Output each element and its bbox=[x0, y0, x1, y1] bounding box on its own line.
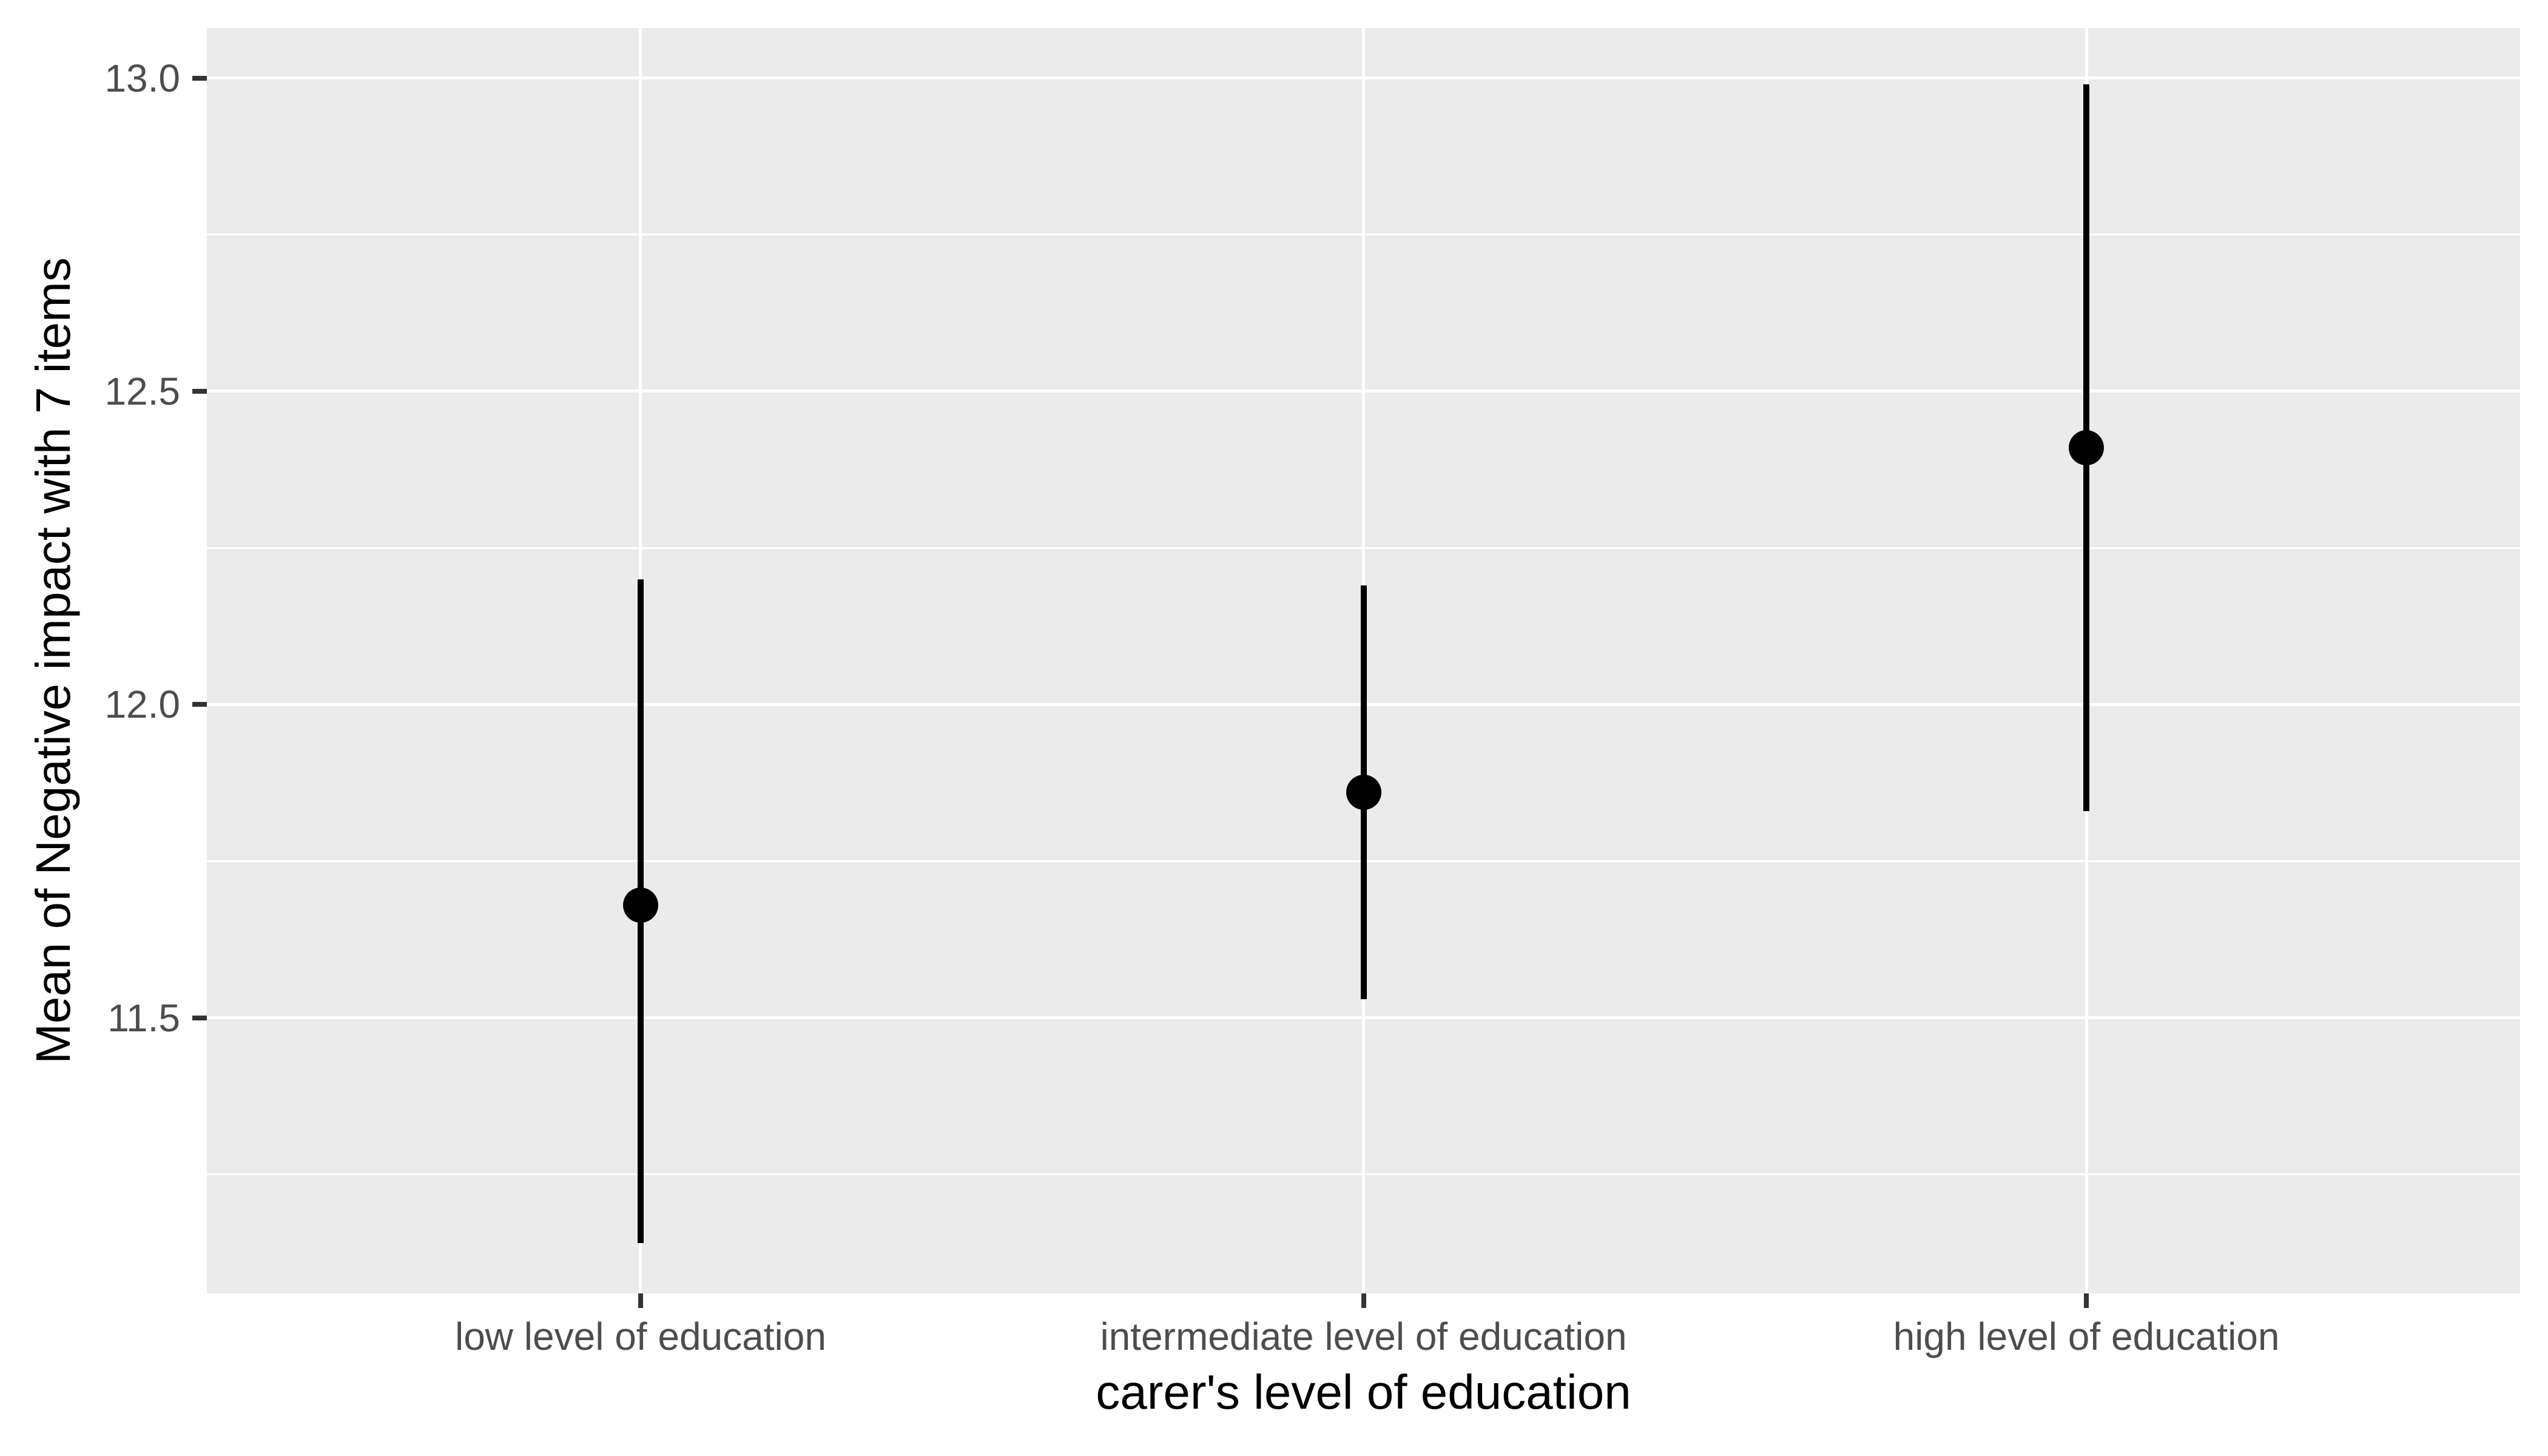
y-axis-tick bbox=[192, 702, 207, 707]
x-axis-title: carer's level of education bbox=[1096, 1365, 1631, 1419]
x-axis-tick bbox=[2084, 1293, 2089, 1308]
y-tick-label: 13.0 bbox=[104, 56, 180, 100]
x-tick-label: high level of education bbox=[1893, 1315, 2280, 1358]
x-axis-tick bbox=[638, 1293, 643, 1308]
mean-point bbox=[2069, 430, 2105, 465]
x-axis-tick bbox=[1361, 1293, 1366, 1308]
mean-point bbox=[1346, 774, 1381, 810]
y-axis-tick bbox=[192, 388, 207, 394]
y-axis-tick bbox=[192, 1015, 207, 1020]
y-tick-label: 11.5 bbox=[107, 996, 180, 1040]
x-tick-label: intermediate level of education bbox=[1100, 1315, 1627, 1358]
x-tick-label: low level of education bbox=[454, 1315, 826, 1358]
y-axis-title: Mean of Negative impact with 7 items bbox=[26, 257, 80, 1064]
mean-point bbox=[622, 887, 658, 923]
y-tick-label: 12.0 bbox=[104, 682, 180, 727]
y-axis-tick bbox=[192, 75, 207, 81]
y-tick-label: 12.5 bbox=[104, 369, 180, 413]
plot-panel bbox=[207, 28, 2520, 1293]
